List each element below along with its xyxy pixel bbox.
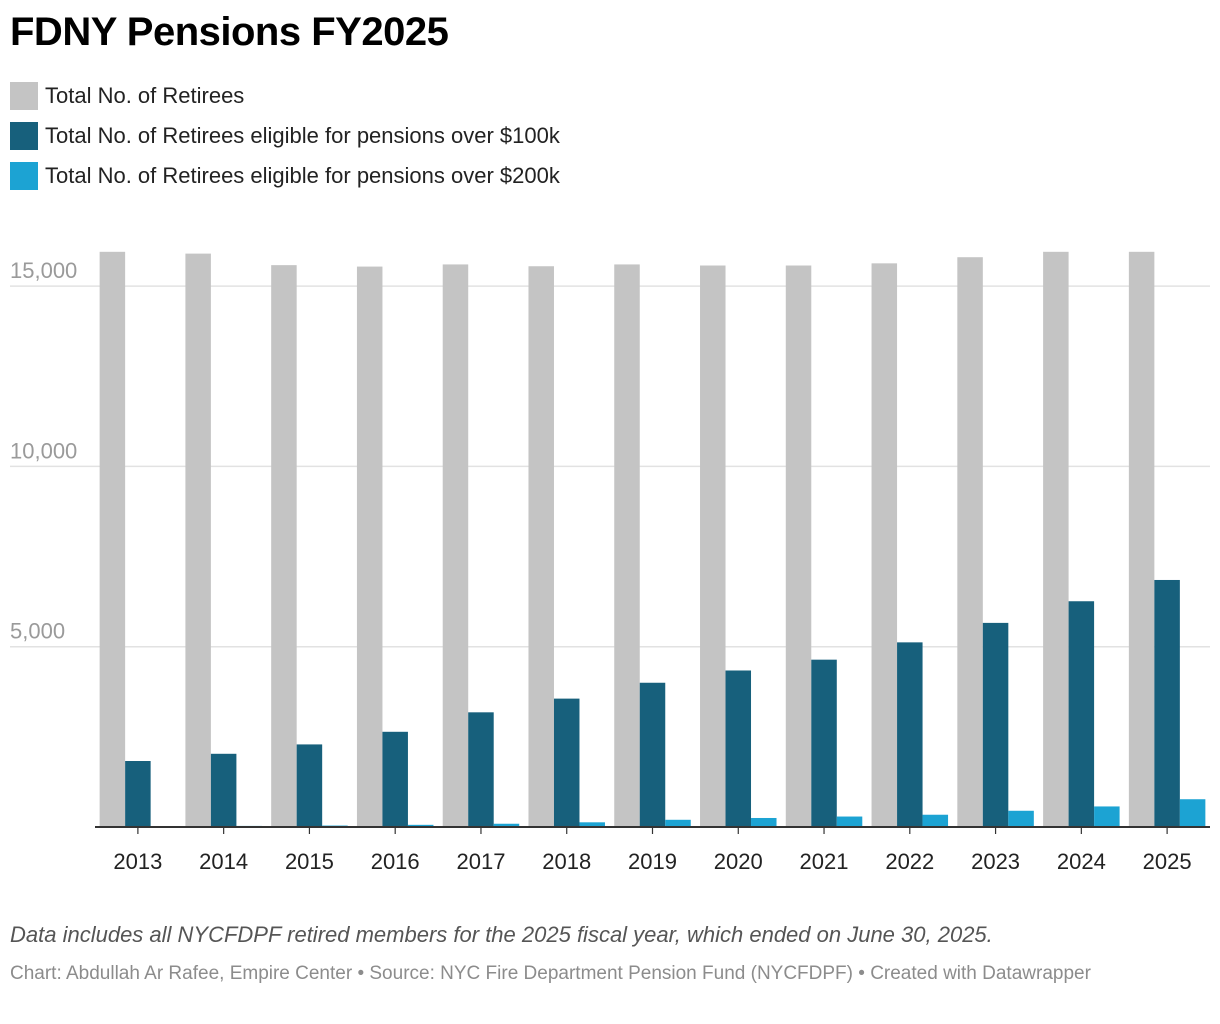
bar-series-1 bbox=[356, 266, 383, 827]
x-tick-label: 2023 bbox=[971, 849, 1020, 874]
y-tick-label: 5,000 bbox=[10, 619, 65, 644]
bar-series-2 bbox=[553, 698, 580, 827]
bar-series-2 bbox=[982, 622, 1009, 827]
bar-series-2 bbox=[468, 712, 494, 827]
x-tick-label: 2021 bbox=[800, 849, 849, 874]
bar-series-3 bbox=[1094, 806, 1120, 827]
bar-series-3 bbox=[751, 817, 777, 827]
bar-series-3 bbox=[836, 816, 863, 827]
bar-series-1 bbox=[1043, 251, 1069, 828]
x-tick-label: 2014 bbox=[199, 849, 248, 874]
bar-series-1 bbox=[442, 264, 469, 827]
bar-series-3 bbox=[922, 814, 949, 827]
legend-label-over-200k: Total No. of Retirees eligible for pensi… bbox=[45, 163, 560, 188]
bar-series-1 bbox=[1128, 251, 1155, 828]
bar-series-1 bbox=[614, 264, 640, 827]
x-tick-label: 2013 bbox=[113, 849, 162, 874]
bar-series-1 bbox=[871, 263, 898, 827]
bar-series-1 bbox=[99, 251, 126, 828]
bar-series-1 bbox=[785, 265, 812, 828]
footnote: Data includes all NYCFDPF retired member… bbox=[10, 922, 993, 947]
credits-line: Chart: Abdullah Ar Rafee, Empire Center … bbox=[10, 963, 1091, 984]
x-tick-label: 2018 bbox=[542, 849, 591, 874]
x-tick-label: 2020 bbox=[714, 849, 763, 874]
bar-series-3 bbox=[1008, 810, 1034, 827]
bar-series-2 bbox=[210, 753, 237, 827]
bar-series-3 bbox=[407, 824, 434, 827]
bar-series-2 bbox=[725, 670, 752, 827]
bar-chart: 5,000 10,000 15,000 2013 2014 2015 2016 2017 201… bbox=[10, 251, 1210, 874]
bar-series-1 bbox=[185, 253, 211, 827]
legend-item-over-100k: Total No. of Retirees eligible for pensi… bbox=[10, 122, 560, 150]
bar-series-1 bbox=[957, 257, 983, 827]
legend: Total No. of Retirees Total No. of Retir… bbox=[10, 82, 560, 202]
x-tick-label: 2019 bbox=[628, 849, 677, 874]
x-tick-label: 2015 bbox=[285, 849, 334, 874]
x-tick-label: 2022 bbox=[885, 849, 934, 874]
bar-series-3 bbox=[1179, 799, 1206, 827]
bar-series-2 bbox=[811, 659, 837, 827]
bar-series-1 bbox=[271, 265, 297, 827]
legend-swatch-total-retirees bbox=[10, 82, 38, 110]
bar-series-2 bbox=[382, 731, 408, 827]
legend-label-total-retirees: Total No. of Retirees bbox=[45, 83, 245, 108]
legend-item-total-retirees: Total No. of Retirees bbox=[10, 82, 560, 110]
x-tick-label: 2024 bbox=[1057, 849, 1106, 874]
x-tick-label: 2025 bbox=[1143, 849, 1192, 874]
bar-series-2 bbox=[296, 744, 323, 827]
bar-series-3 bbox=[493, 823, 520, 827]
bar-series-3 bbox=[579, 822, 605, 827]
bar-series-2 bbox=[897, 642, 923, 827]
bar-series-2 bbox=[1068, 601, 1095, 827]
bar-series-2 bbox=[639, 682, 666, 827]
x-tick-label: 2017 bbox=[456, 849, 505, 874]
y-tick-label: 10,000 bbox=[10, 438, 77, 463]
bar-series-1 bbox=[700, 265, 726, 828]
x-tick-label: 2016 bbox=[371, 849, 420, 874]
bar-series-2 bbox=[1154, 579, 1180, 827]
legend-swatch-over-200k bbox=[10, 162, 38, 190]
chart-title: FDNY Pensions FY2025 bbox=[10, 10, 449, 54]
legend-label-over-100k: Total No. of Retirees eligible for pensi… bbox=[45, 123, 560, 148]
bar-series-2 bbox=[125, 761, 151, 827]
y-tick-label: 15,000 bbox=[10, 258, 77, 283]
bar-series-1 bbox=[528, 266, 554, 827]
bar-series-3 bbox=[665, 819, 691, 827]
legend-swatch-over-100k bbox=[10, 122, 38, 150]
legend-item-over-200k: Total No. of Retirees eligible for pensi… bbox=[10, 162, 560, 190]
